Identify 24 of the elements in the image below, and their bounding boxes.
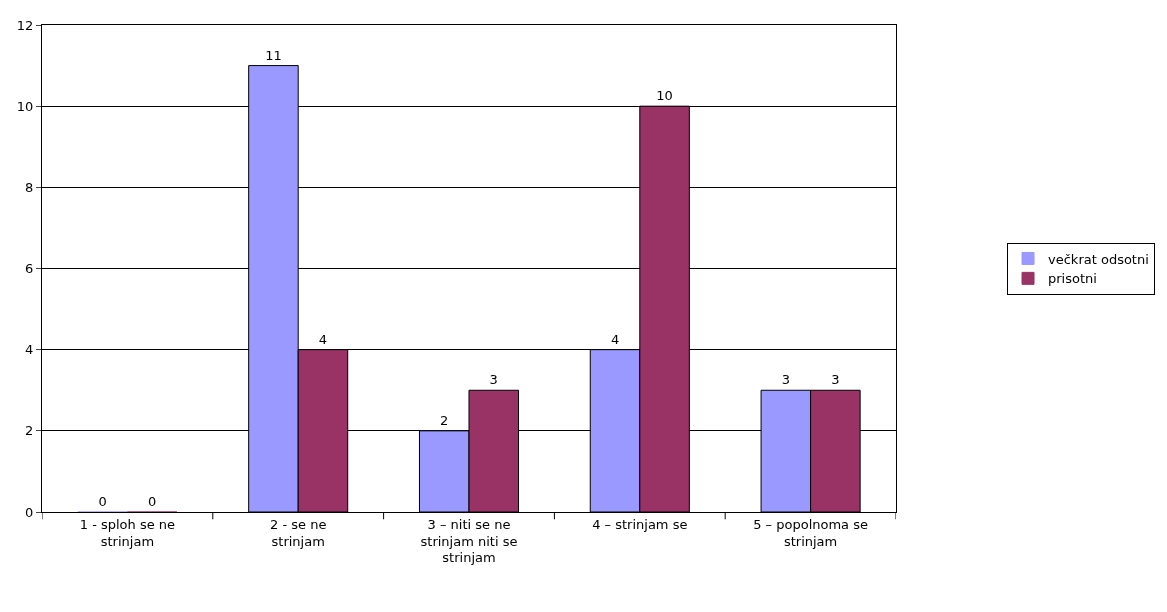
- data-label: 0: [148, 494, 157, 509]
- data-label: 0: [98, 494, 107, 509]
- data-label: 3: [831, 372, 840, 388]
- x-tick-label: 5 – popolnoma se strinjam: [753, 516, 868, 549]
- y-tick-label: 10: [16, 98, 34, 114]
- y-tick-label: 0: [25, 504, 34, 520]
- legend-label: prisotni: [1048, 271, 1097, 287]
- y-tick-label: 6: [25, 261, 34, 277]
- data-label: 4: [318, 331, 328, 347]
- data-label: 4: [610, 331, 620, 347]
- legend-label: večkrat odsotni: [1048, 251, 1149, 267]
- x-tick-label: 2 - se ne strinjam: [270, 516, 327, 549]
- y-tick-label: 12: [16, 17, 34, 33]
- y-tick-label: 8: [25, 179, 34, 195]
- x-tick-label: 4 – strinjam se: [592, 516, 688, 532]
- data-label: 10: [656, 88, 673, 104]
- data-label: 2: [440, 412, 449, 428]
- x-tick-label: 1 - sploh se ne strinjam: [79, 516, 176, 549]
- y-tick-label: 2: [25, 423, 34, 439]
- data-label: 3: [781, 372, 790, 388]
- data-label: 11: [265, 47, 282, 63]
- y-tick-label: 4: [25, 342, 34, 358]
- data-label: 3: [489, 372, 498, 388]
- x-tick-label: 3 – niti se ne strinjam niti se strinjam: [420, 516, 518, 566]
